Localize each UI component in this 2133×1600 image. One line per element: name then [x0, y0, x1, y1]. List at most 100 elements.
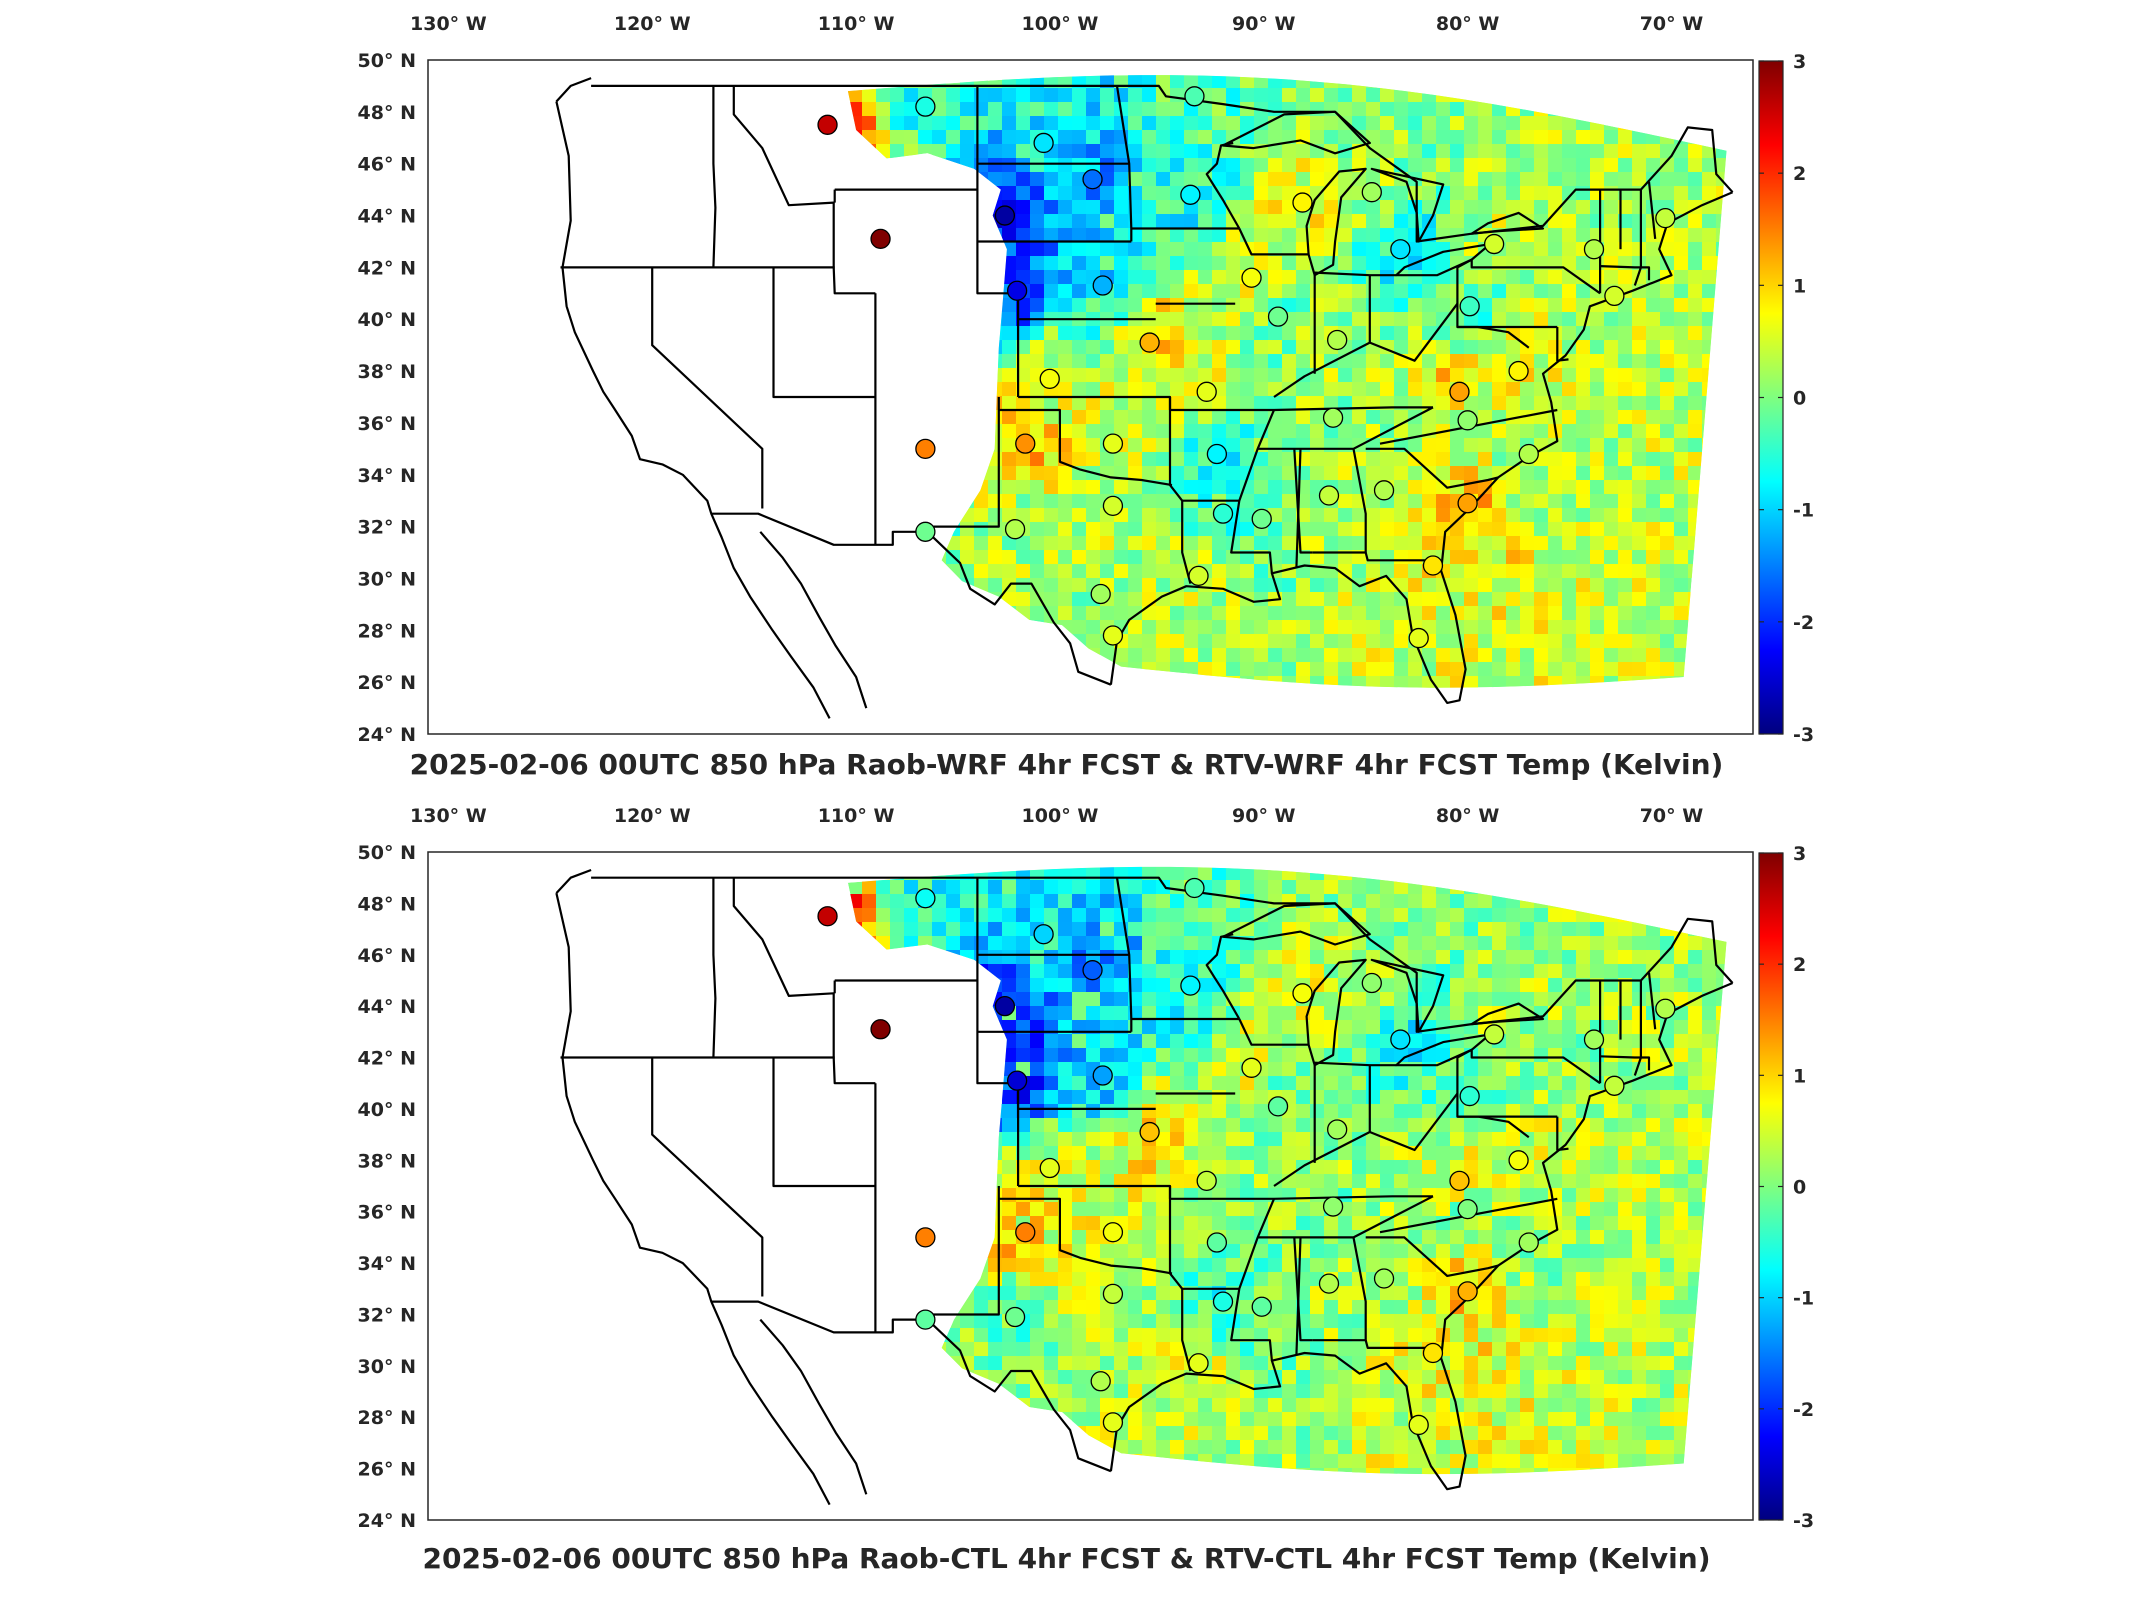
raob-station-marker: [1655, 207, 1676, 229]
state-line: [1314, 271, 1397, 277]
lat-tick-label: 28° N: [358, 620, 416, 642]
lat-tick-label: 32° N: [358, 1304, 416, 1326]
raob-station-marker: [1006, 1070, 1028, 1091]
raob-station-marker: [1457, 1281, 1478, 1302]
map-panel-raob-wrf: 130° W 120° W 110° W 100° W 90° W 80° W 70° W 2…: [0, 0, 2133, 790]
great-lake: [1370, 958, 1445, 1033]
lon-tick-label: 90° W: [1232, 805, 1296, 827]
state-line: [1556, 327, 1569, 362]
raob-station-marker: [1583, 1029, 1605, 1050]
state-line: [1205, 933, 1241, 1020]
raob-station-marker: [1583, 239, 1605, 260]
map-axes-frame: [427, 59, 1754, 735]
great-lake: [1305, 958, 1367, 1067]
gulf-atlantic-coastline: [1109, 191, 1734, 704]
raob-station-marker: [1604, 285, 1625, 307]
coastline-segment: [555, 77, 592, 103]
state-line: [1647, 972, 1657, 1030]
lat-tick-label: 34° N: [358, 465, 416, 487]
lat-tick-label: 48° N: [358, 102, 416, 124]
lat-tick-label: 50° N: [358, 50, 416, 72]
raob-station-marker: [1039, 1157, 1060, 1179]
raob-station-marker: [1267, 306, 1289, 327]
raob-station-marker: [817, 114, 838, 135]
lat-tick-label: 42° N: [358, 1048, 416, 1070]
state-boundaries: [555, 77, 1734, 719]
colorbar-tick-label: -2: [1793, 612, 1814, 634]
great-lake: [1470, 211, 1545, 235]
raob-station-marker: [1212, 1291, 1234, 1312]
raob-station-marker: [1655, 998, 1676, 1019]
raob-station-marker: [1408, 627, 1429, 649]
canada-border: [591, 84, 1734, 243]
state-line: [1314, 1061, 1397, 1067]
state-line: [925, 397, 1000, 528]
state-line: [998, 1197, 1173, 1275]
mexico-border: [711, 512, 1112, 686]
lon-tick-label: 100° W: [1022, 805, 1099, 827]
state-line: [1293, 448, 1313, 554]
colorbar-tick-label: 2: [1793, 954, 1806, 976]
lon-tick-label: 80° W: [1436, 805, 1500, 827]
raob-station-marker: [1004, 519, 1026, 540]
raob-station-marker: [915, 96, 936, 117]
map-figure: 130° W 120° W 110° W 100° W 90° W 80° W 70° W 2…: [358, 805, 1815, 1532]
temperature-field: [847, 866, 1727, 1475]
raob-station-marker: [1390, 239, 1411, 260]
state-line: [1364, 552, 1437, 562]
colorbar-tick-label: -3: [1793, 724, 1814, 746]
colorbar-tick-label: -1: [1793, 1288, 1814, 1310]
lat-tick-label: 38° N: [358, 361, 416, 383]
raob-station-marker: [1090, 583, 1111, 605]
raob-station-marker: [1033, 132, 1054, 154]
lon-tick-label: 110° W: [818, 805, 895, 827]
raob-station-marker: [1373, 1268, 1395, 1289]
raob-station-marker: [1102, 1222, 1124, 1243]
state-line: [1556, 1116, 1569, 1152]
raob-station-marker: [1422, 555, 1444, 576]
raob-station-marker: [1408, 1414, 1429, 1436]
raob-station-marker: [1206, 443, 1228, 465]
raob-station-marker: [1180, 184, 1201, 205]
state-line: [1600, 265, 1651, 281]
coastline-segment: [555, 868, 592, 894]
raob-station-marker: [1033, 924, 1054, 945]
lat-tick-label: 38° N: [358, 1150, 416, 1172]
raob-station-marker: [1457, 1198, 1478, 1220]
state-line: [732, 85, 876, 295]
state-line: [1238, 1018, 1309, 1046]
state-line: [712, 877, 717, 1058]
raob-station-marker: [1327, 329, 1348, 351]
state-line: [712, 85, 717, 268]
lat-tick-label: 40° N: [358, 309, 416, 331]
raob-station-marker: [1422, 1342, 1444, 1364]
colorbar-tick-label: 3: [1793, 51, 1806, 73]
lon-tick-label: 130° W: [410, 805, 487, 827]
raob-station-marker: [1483, 1024, 1505, 1045]
raob-station-marker: [1267, 1096, 1289, 1117]
map-figure: 130° W 120° W 110° W 100° W 90° W 80° W 70° W 2…: [358, 13, 1815, 746]
raob-station-marker: [1039, 368, 1060, 390]
colorbar-tick-label: 3: [1793, 843, 1806, 865]
raob-station-marker: [1015, 433, 1036, 454]
raob-station-marker: [1015, 1222, 1036, 1243]
state-line: [1230, 409, 1276, 574]
raob-station-marker: [1604, 1075, 1625, 1096]
raob-station-marker: [1206, 1232, 1228, 1253]
raob-station-marker: [817, 906, 838, 927]
gulf-atlantic-coastline: [1109, 981, 1734, 1491]
raob-station-marker: [1457, 493, 1478, 514]
lat-tick-label: 24° N: [358, 724, 416, 746]
raob-station-marker: [1251, 1296, 1272, 1317]
raob-station-marker: [1322, 407, 1344, 428]
great-lake: [1221, 902, 1371, 946]
state-line: [834, 979, 1020, 1186]
lon-tick-label: 130° W: [410, 13, 487, 35]
state-line: [1273, 406, 1433, 412]
raob-stations: [817, 86, 1676, 649]
map-axes-frame: [427, 851, 1754, 1521]
raob-station-marker: [1361, 972, 1382, 994]
state-line: [1600, 1055, 1651, 1071]
canada-border: [591, 876, 1734, 1033]
state-line: [1457, 1115, 1530, 1139]
